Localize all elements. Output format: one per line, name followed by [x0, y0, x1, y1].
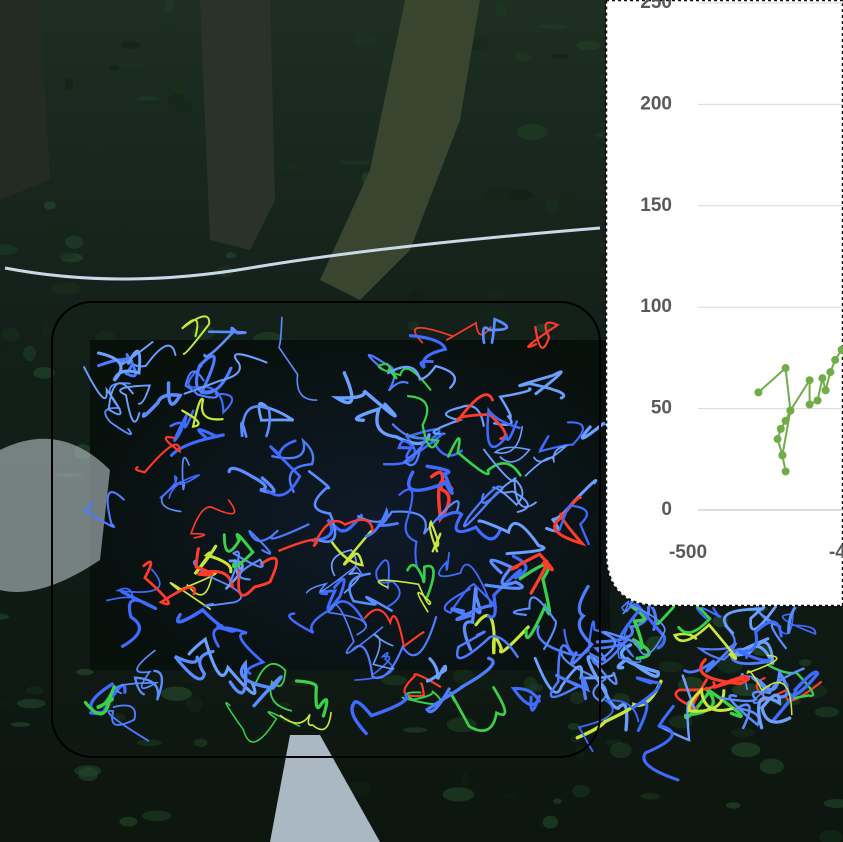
leaf — [760, 758, 784, 774]
leaf — [443, 787, 474, 801]
leaf — [109, 65, 120, 70]
leaf — [731, 742, 760, 757]
data-point — [806, 376, 814, 384]
leaf — [161, 687, 192, 701]
leaf — [382, 675, 407, 685]
leaf — [226, 252, 237, 258]
data-point — [822, 386, 830, 394]
leaf — [461, 773, 469, 788]
leaf — [576, 41, 600, 51]
leaf — [641, 793, 661, 799]
data-point — [754, 388, 762, 396]
x-tick-label: -500 — [669, 542, 707, 563]
leaf — [514, 52, 531, 62]
leaf — [279, 166, 302, 172]
leaf — [0, 345, 10, 352]
leaf — [610, 742, 632, 758]
leaf — [340, 160, 370, 165]
leaf — [487, 291, 503, 300]
leaf — [137, 740, 162, 746]
leaf — [718, 658, 743, 673]
y-tick-label: 50 — [651, 398, 672, 419]
data-point — [806, 401, 814, 409]
data-point — [814, 396, 822, 404]
leaf — [186, 696, 204, 712]
leaf — [559, 197, 578, 213]
leaf — [170, 80, 188, 93]
data-point — [782, 417, 790, 425]
leaf — [121, 40, 140, 49]
leaf — [545, 200, 559, 213]
leaf — [1, 327, 19, 341]
data-point — [831, 356, 839, 364]
page: 050100150200250-500-400 (() => { const d… — [0, 0, 843, 842]
leaf — [44, 201, 56, 209]
leaf — [78, 767, 98, 781]
leaf — [815, 707, 839, 718]
leaf — [403, 727, 427, 732]
leaf — [65, 235, 83, 248]
leaf — [11, 722, 31, 727]
data-point — [774, 435, 782, 443]
leaf — [495, 2, 506, 16]
data-point — [782, 467, 790, 475]
leaf — [52, 282, 81, 295]
data-point — [826, 368, 834, 376]
data-point — [777, 425, 785, 433]
tree-trunk — [200, 0, 275, 250]
scene: 0 50 100 150 200 250 -500 -400 — [0, 0, 843, 842]
leaf — [537, 24, 568, 29]
data-point — [782, 364, 790, 372]
leaf — [553, 798, 562, 804]
leaf — [658, 661, 683, 672]
leaf — [26, 686, 44, 694]
leaf — [194, 738, 208, 746]
leaf — [408, 321, 420, 331]
data-point — [778, 451, 786, 459]
leaf — [142, 810, 171, 821]
leaf — [408, 292, 425, 306]
leaf — [354, 33, 376, 46]
leaf — [59, 252, 76, 260]
leaf — [726, 802, 741, 808]
leaf — [543, 816, 558, 829]
leaf — [136, 96, 159, 100]
leaf — [44, 431, 55, 438]
leaf — [65, 79, 74, 90]
leaf — [164, 22, 176, 32]
data-point — [818, 374, 826, 382]
leaf — [89, 142, 103, 147]
y-tick-label: 250 — [640, 0, 672, 13]
leaf — [551, 54, 570, 59]
y-tick-label: 150 — [640, 195, 672, 216]
leaf — [447, 717, 477, 732]
x-tick-label: -400 — [829, 542, 843, 563]
leaf — [572, 785, 590, 797]
y-tick-label: 0 — [661, 499, 672, 520]
y-tick-label: 100 — [640, 296, 672, 317]
leaf — [187, 44, 196, 49]
leaf — [42, 323, 51, 338]
leaf — [176, 101, 192, 113]
leaf — [325, 161, 333, 168]
leaf — [119, 817, 137, 827]
y-tick-label: 200 — [640, 93, 672, 114]
leaf — [504, 794, 517, 800]
leaf — [23, 346, 36, 361]
data-point — [786, 407, 794, 415]
leaf — [444, 167, 469, 174]
leaf — [482, 188, 512, 202]
leaf — [54, 224, 78, 235]
leaf — [517, 124, 547, 140]
leaf — [799, 659, 812, 666]
leaf — [17, 699, 46, 708]
